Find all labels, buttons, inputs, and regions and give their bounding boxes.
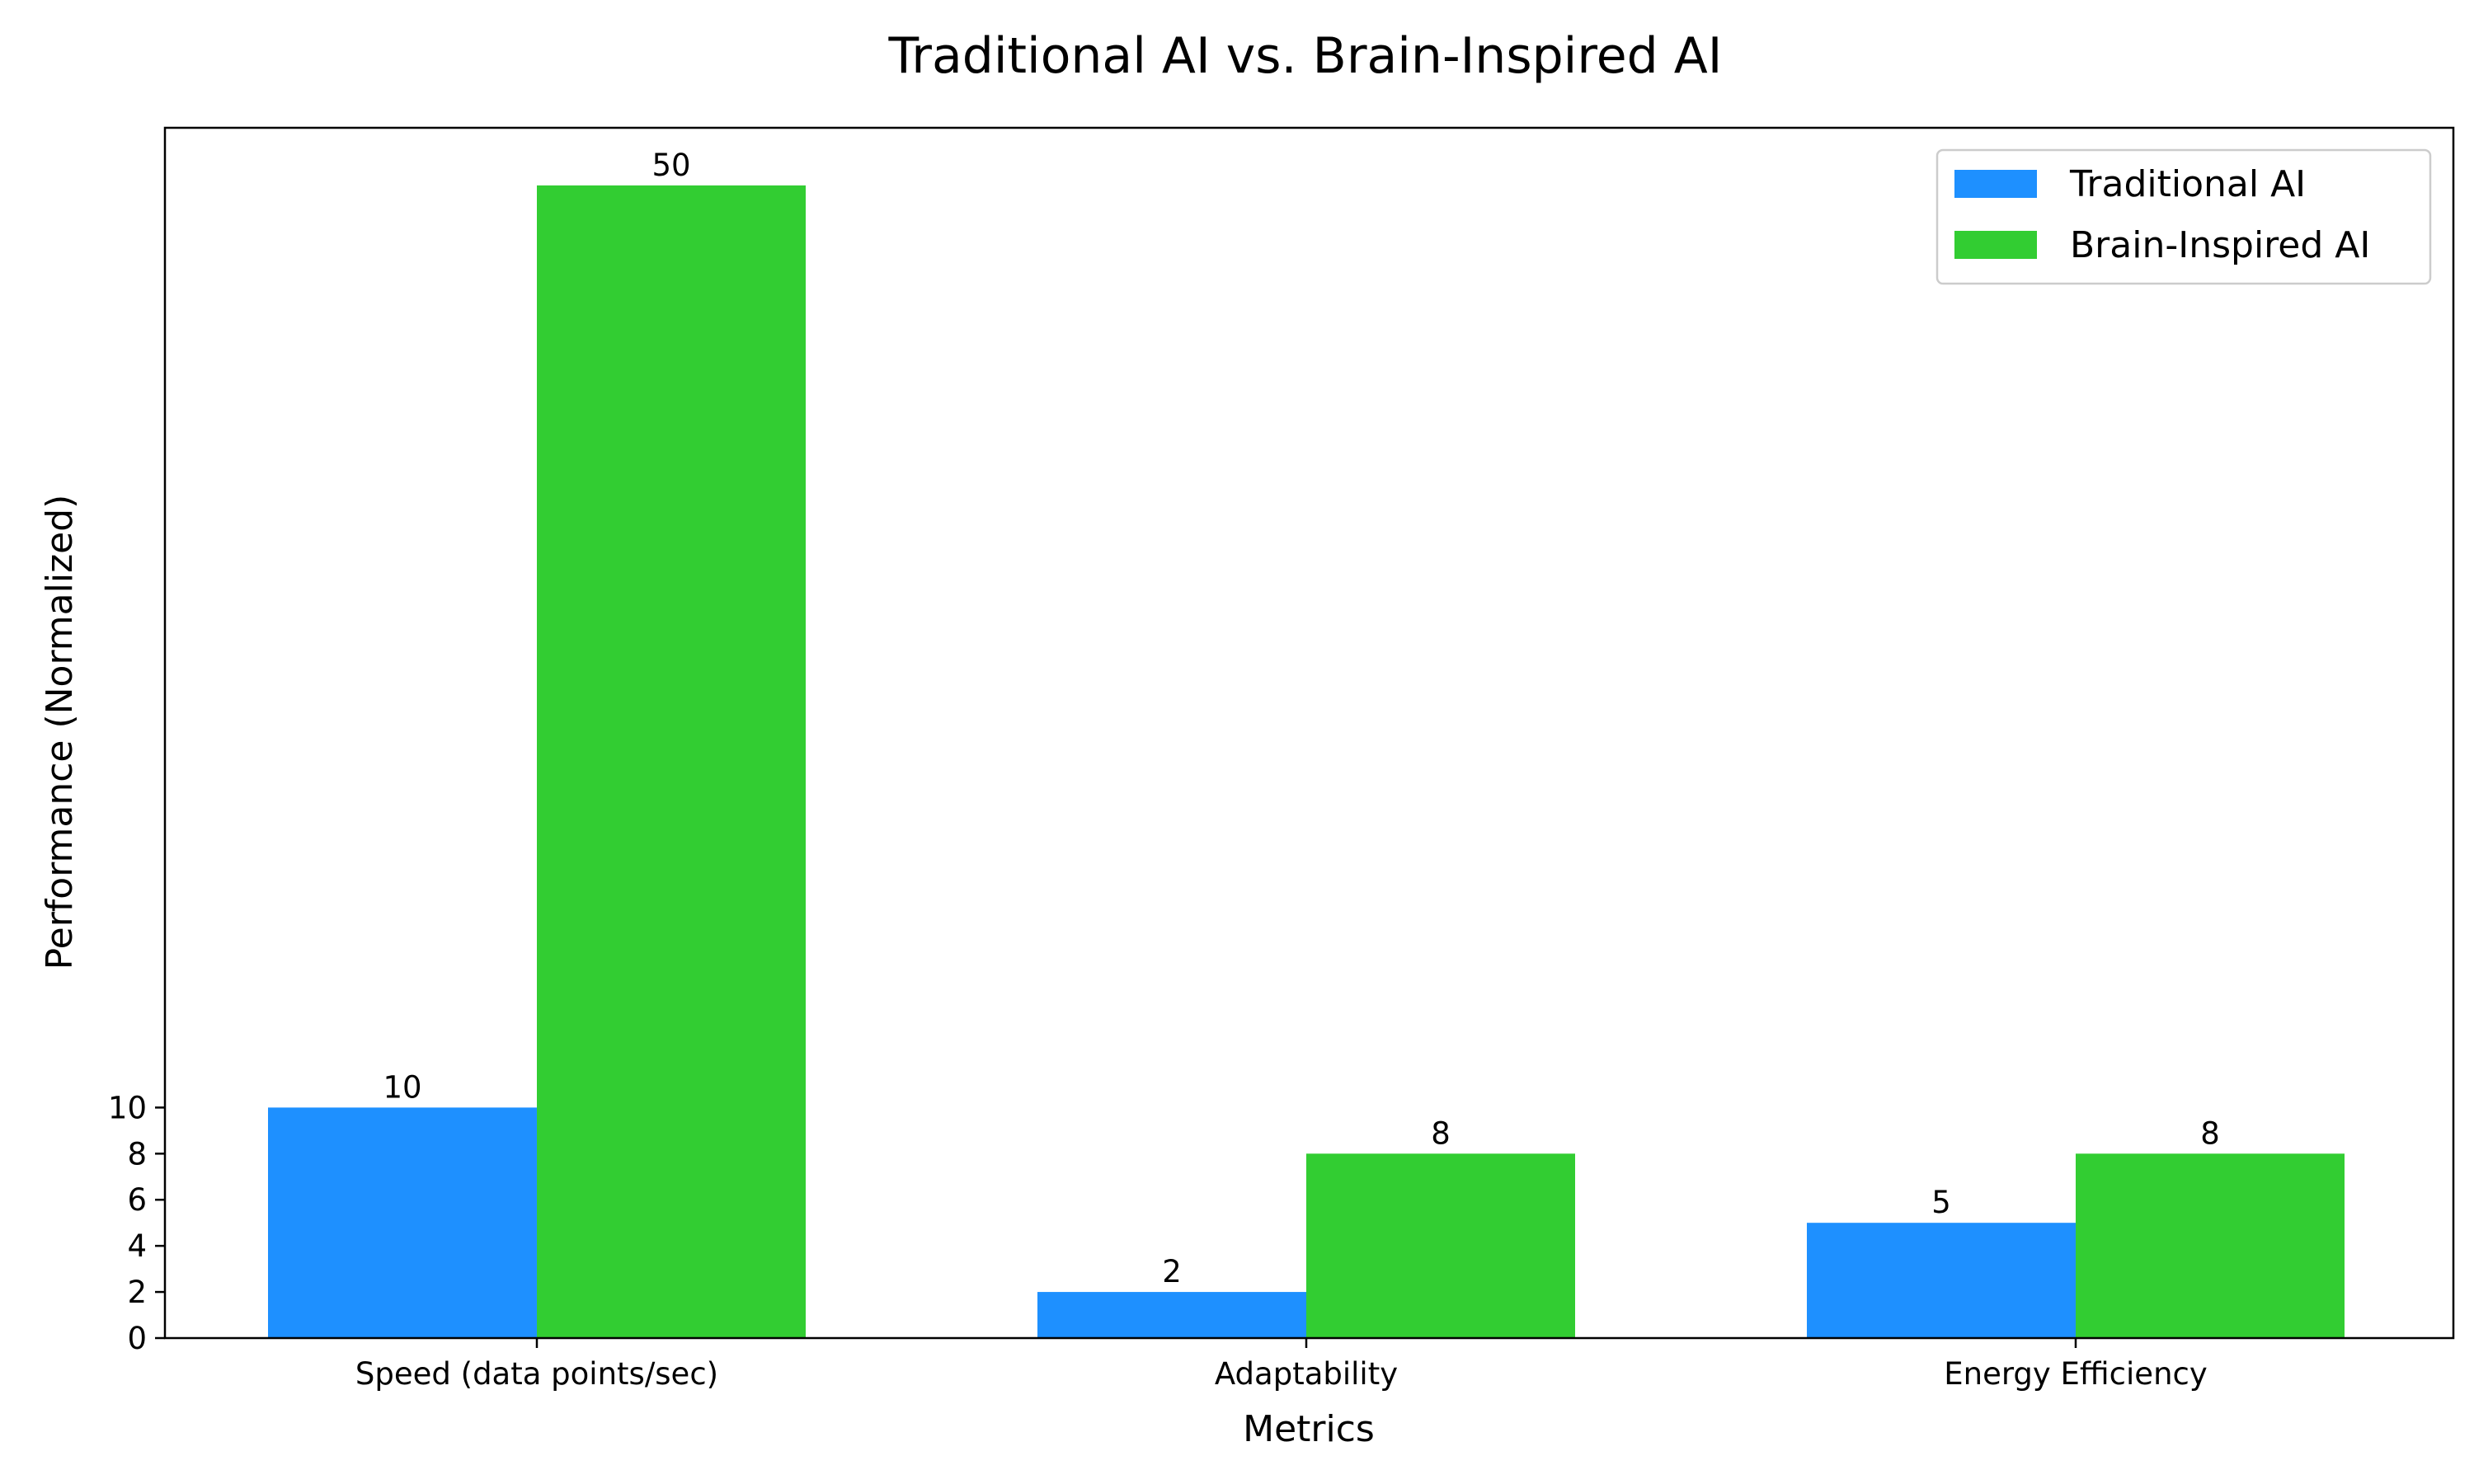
y-axis-label: Performance (Normalized) xyxy=(39,495,81,970)
bar-traditional-ai-speed-data-points-sec xyxy=(268,1107,537,1338)
legend-frame xyxy=(1935,148,2432,285)
x-tick-label: Energy Efficiency xyxy=(1944,1356,2208,1392)
bar-traditional-ai-adaptability xyxy=(1037,1292,1306,1338)
y-tick-label: 2 xyxy=(127,1275,147,1310)
legend-swatch-traditional-ai xyxy=(1954,170,2037,198)
bar-value-label: 8 xyxy=(1431,1115,1451,1151)
y-tick-label: 4 xyxy=(127,1228,147,1264)
bar-brain-inspired-ai-energy-efficiency xyxy=(2076,1153,2345,1338)
x-axis-ticks: Speed (data points/sec) Adaptability Energ… xyxy=(355,1338,2208,1392)
legend-swatch-brain-inspired-ai xyxy=(1954,231,2037,259)
bar-value-label: 8 xyxy=(2200,1115,2220,1151)
bar-labels-group: 10 50 2 8 5 8 xyxy=(383,148,2219,1289)
legend-label-traditional-ai: Traditional AI xyxy=(2069,163,2306,205)
y-tick-label: 6 xyxy=(127,1182,147,1218)
bar-traditional-ai-energy-efficiency xyxy=(1807,1223,2076,1338)
bar-value-label: 5 xyxy=(1931,1185,1951,1220)
legend: Traditional AI Brain-Inspired AI xyxy=(1935,148,2432,285)
bar-brain-inspired-ai-adaptability xyxy=(1306,1153,1575,1338)
bar-brain-inspired-ai-speed-data-points-sec xyxy=(537,185,806,1338)
y-axis-ticks: 0 2 4 6 8 10 xyxy=(108,1090,165,1356)
x-axis-label: Metrics xyxy=(1243,1408,1375,1450)
chart-title: Traditional AI vs. Brain-Inspired AI xyxy=(887,27,1722,85)
y-tick-label: 8 xyxy=(127,1136,147,1172)
bar-value-label: 10 xyxy=(383,1069,421,1105)
bar-value-label: 50 xyxy=(651,148,690,183)
y-tick-label: 10 xyxy=(108,1090,147,1125)
legend-label-brain-inspired-ai: Brain-Inspired AI xyxy=(2070,224,2370,266)
x-tick-label: Adaptability xyxy=(1215,1356,1398,1392)
x-tick-label: Speed (data points/sec) xyxy=(355,1356,718,1392)
bar-value-label: 2 xyxy=(1162,1254,1182,1289)
y-tick-label: 0 xyxy=(127,1321,147,1356)
bars-group xyxy=(268,185,2345,1338)
plot-area-frame xyxy=(163,126,2455,1340)
